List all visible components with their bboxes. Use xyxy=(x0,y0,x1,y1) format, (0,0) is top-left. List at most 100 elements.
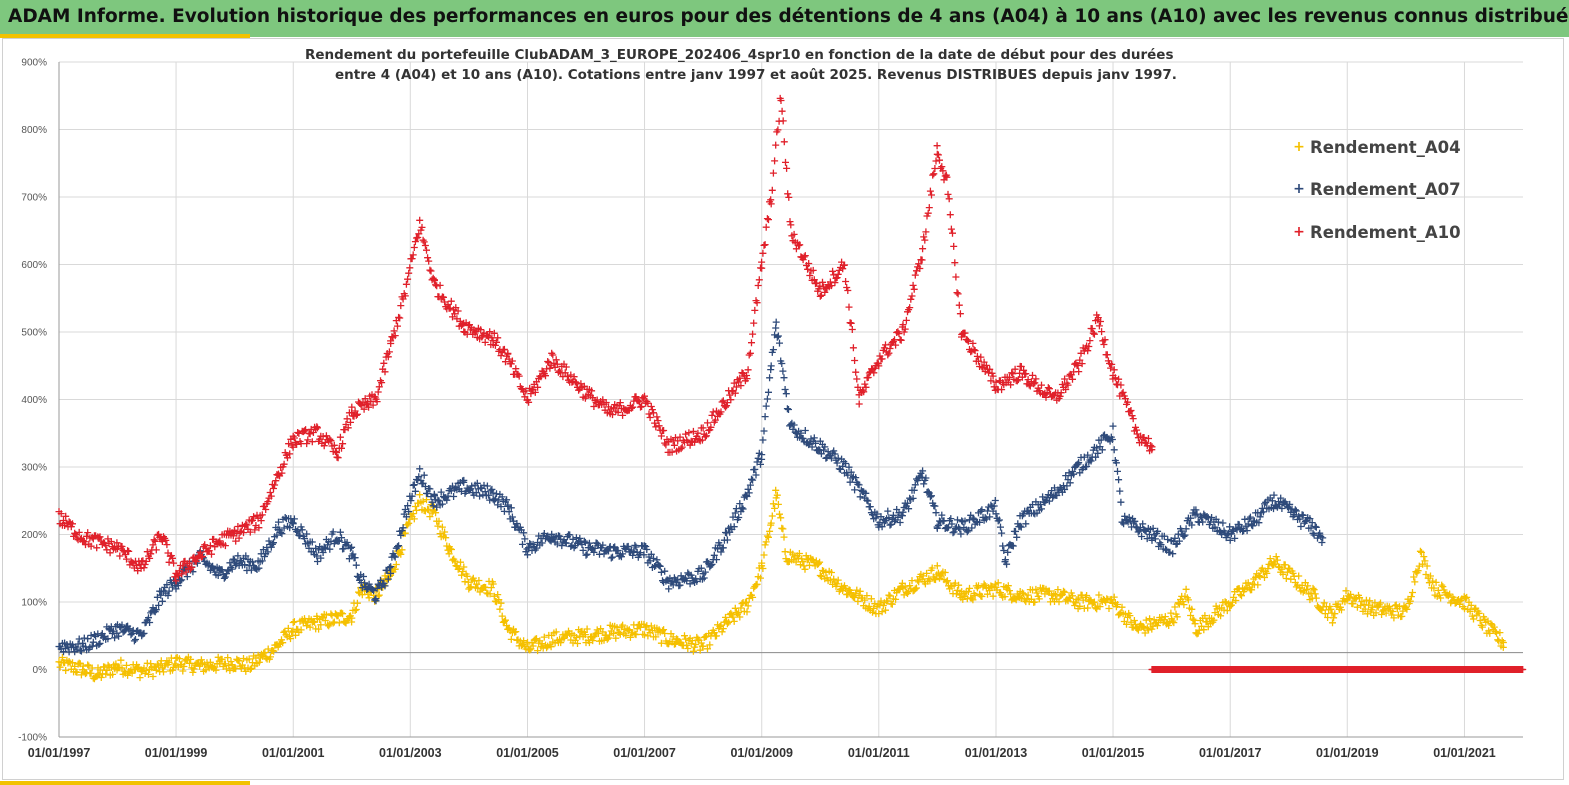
point-rendement-a07 xyxy=(130,637,138,645)
point-rendement-a04 xyxy=(1095,591,1103,599)
point-rendement-a04 xyxy=(583,625,591,633)
point-rendement-a04 xyxy=(494,591,502,599)
point-rendement-a04 xyxy=(289,627,297,635)
point-rendement-a04 xyxy=(165,658,173,666)
point-rendement-a04 xyxy=(744,602,752,610)
point-rendement-a04 xyxy=(123,661,130,669)
legend-label-a04: Rendement_A04 xyxy=(1310,137,1461,157)
point-rendement-a04 xyxy=(448,546,455,553)
point-rendement-a10 xyxy=(397,302,405,310)
point-rendement-a04 xyxy=(1467,601,1475,609)
point-rendement-a10 xyxy=(436,281,444,289)
point-rendement-a07 xyxy=(277,529,285,536)
point-rendement-a04 xyxy=(1238,592,1245,600)
point-rendement-a04 xyxy=(865,602,873,610)
point-rendement-a04 xyxy=(955,581,963,589)
point-rendement-a10 xyxy=(152,546,160,554)
point-rendement-a04 xyxy=(1123,620,1130,628)
point-rendement-a04 xyxy=(1114,601,1121,608)
point-rendement-a07 xyxy=(120,627,128,635)
point-rendement-a04 xyxy=(311,618,319,626)
legend-marker-a07: + xyxy=(1293,181,1305,197)
point-rendement-a04 xyxy=(816,558,824,566)
point-rendement-a07 xyxy=(358,584,366,592)
point-rendement-a07 xyxy=(340,545,348,553)
point-rendement-a10 xyxy=(652,423,660,431)
point-rendement-a07 xyxy=(399,524,407,532)
point-rendement-a04 xyxy=(1069,592,1076,600)
point-rendement-a10 xyxy=(165,558,173,566)
point-rendement-a04 xyxy=(574,640,581,647)
point-rendement-a10 xyxy=(334,454,342,462)
point-rendement-a04 xyxy=(826,576,834,584)
point-rendement-a04 xyxy=(1349,600,1357,608)
point-rendement-a04 xyxy=(445,550,453,558)
point-rendement-a10 xyxy=(926,187,934,195)
point-rendement-a07 xyxy=(242,552,250,560)
bottom-accent-bar xyxy=(0,781,250,785)
point-rendement-a04 xyxy=(497,599,505,607)
point-rendement-a04 xyxy=(856,587,864,595)
point-rendement-a10 xyxy=(750,319,758,327)
point-rendement-a04 xyxy=(1420,553,1428,561)
point-rendement-a04 xyxy=(975,582,982,590)
legend-item-a07: + Rendement_A07 xyxy=(1290,177,1461,201)
point-rendement-a07 xyxy=(158,597,166,605)
point-rendement-a07 xyxy=(609,553,616,561)
point-rendement-a04 xyxy=(994,579,1002,587)
point-rendement-a04 xyxy=(626,633,634,641)
point-rendement-a04 xyxy=(888,600,896,608)
point-rendement-a07 xyxy=(1151,535,1159,543)
point-rendement-a07 xyxy=(89,638,97,646)
point-rendement-a04 xyxy=(928,564,936,572)
y-tick-label: 500% xyxy=(21,328,47,339)
point-rendement-a07 xyxy=(324,541,332,549)
point-rendement-a04 xyxy=(661,630,669,637)
point-rendement-a04 xyxy=(606,631,614,639)
point-rendement-a04 xyxy=(1076,602,1084,610)
y-tick-label: 300% xyxy=(21,463,47,474)
point-rendement-a10 xyxy=(549,351,557,359)
legend-label-a10: Rendement_A10 xyxy=(1310,222,1461,242)
point-rendement-a04 xyxy=(442,534,450,542)
point-rendement-a04 xyxy=(1167,609,1175,617)
point-rendement-a04 xyxy=(1130,617,1138,624)
point-rendement-a04 xyxy=(498,612,506,620)
point-rendement-a10 xyxy=(339,440,347,448)
point-rendement-a04 xyxy=(753,580,761,588)
point-rendement-a04 xyxy=(1153,622,1161,630)
point-rendement-a07 xyxy=(390,552,398,560)
point-rendement-a04 xyxy=(1378,611,1386,618)
point-rendement-a10 xyxy=(911,271,919,279)
point-rendement-a04 xyxy=(226,667,234,674)
point-rendement-a04 xyxy=(197,656,205,664)
banner-title: ADAM Informe. Evolution historique des p… xyxy=(8,6,1569,27)
point-rendement-a04 xyxy=(1311,590,1319,598)
point-rendement-a04 xyxy=(413,506,420,514)
point-rendement-a04 xyxy=(1110,593,1118,601)
point-rendement-a04 xyxy=(69,659,76,667)
point-rendement-a04 xyxy=(1303,585,1311,593)
point-rendement-a04 xyxy=(722,613,729,621)
point-rendement-a10 xyxy=(945,195,953,203)
point-rendement-a10 xyxy=(708,411,716,419)
point-rendement-a04 xyxy=(245,655,253,663)
point-rendement-a07 xyxy=(308,538,316,546)
point-rendement-a04 xyxy=(699,642,707,650)
point-rendement-a10 xyxy=(955,301,963,309)
point-rendement-a04 xyxy=(65,658,73,665)
point-rendement-a10 xyxy=(290,434,298,442)
point-rendement-a07 xyxy=(301,535,308,543)
point-rendement-a04 xyxy=(432,509,440,517)
point-rendement-a04 xyxy=(435,517,443,525)
point-rendement-a04 xyxy=(1191,620,1199,628)
point-rendement-a07 xyxy=(234,552,242,560)
point-rendement-a10 xyxy=(744,366,752,374)
point-rendement-a07 xyxy=(384,575,392,583)
point-rendement-a07 xyxy=(221,573,229,581)
point-rendement-a07 xyxy=(991,497,999,504)
point-rendement-a04 xyxy=(112,660,120,668)
point-rendement-a10 xyxy=(896,336,904,344)
point-rendement-a07 xyxy=(258,557,266,565)
x-tick-label: 01/01/2019 xyxy=(1316,746,1379,760)
